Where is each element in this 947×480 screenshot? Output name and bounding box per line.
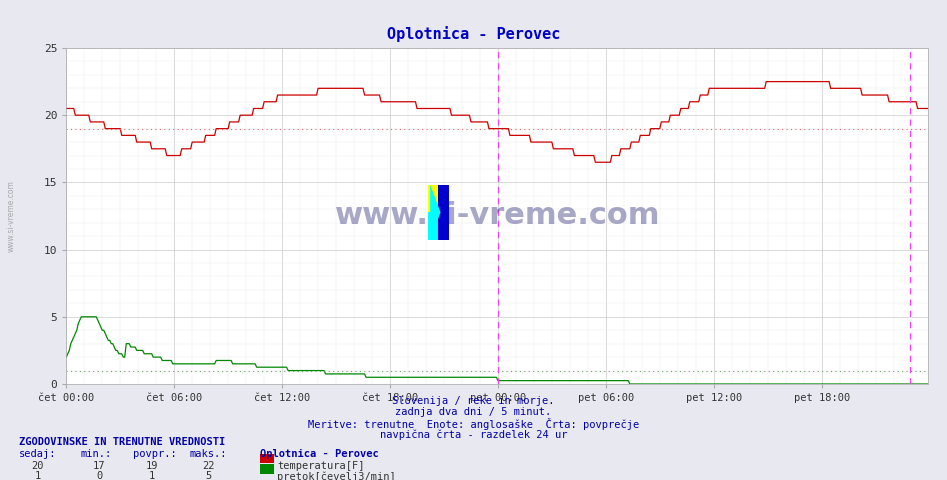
- Text: povpr.:: povpr.:: [133, 449, 176, 459]
- Text: 1: 1: [149, 471, 154, 480]
- Text: 22: 22: [202, 461, 215, 471]
- Text: 1: 1: [35, 471, 41, 480]
- Text: 5: 5: [205, 471, 211, 480]
- Bar: [428, 212, 438, 240]
- Text: navpična črta - razdelek 24 ur: navpična črta - razdelek 24 ur: [380, 429, 567, 440]
- Text: 17: 17: [93, 461, 106, 471]
- Text: maks.:: maks.:: [189, 449, 227, 459]
- Polygon shape: [430, 185, 440, 240]
- Text: 19: 19: [145, 461, 158, 471]
- Text: pretok[čevelj3/min]: pretok[čevelj3/min]: [277, 471, 396, 480]
- Text: temperatura[F]: temperatura[F]: [277, 461, 365, 471]
- Text: Oplotnica - Perovec: Oplotnica - Perovec: [260, 449, 379, 459]
- Text: 20: 20: [31, 461, 45, 471]
- Text: www.si-vreme.com: www.si-vreme.com: [7, 180, 16, 252]
- Text: sedaj:: sedaj:: [19, 449, 57, 459]
- Text: Slovenija / reke in morje.: Slovenija / reke in morje.: [392, 396, 555, 406]
- Text: Meritve: trenutne  Enote: anglosaške  Črta: povprečje: Meritve: trenutne Enote: anglosaške Črta…: [308, 418, 639, 430]
- Polygon shape: [438, 185, 449, 240]
- Text: Oplotnica - Perovec: Oplotnica - Perovec: [386, 26, 561, 42]
- Text: ZGODOVINSKE IN TRENUTNE VREDNOSTI: ZGODOVINSKE IN TRENUTNE VREDNOSTI: [19, 437, 225, 447]
- Text: zadnja dva dni / 5 minut.: zadnja dva dni / 5 minut.: [396, 407, 551, 417]
- Text: www.si-vreme.com: www.si-vreme.com: [334, 202, 660, 230]
- Text: 0: 0: [97, 471, 102, 480]
- Bar: [428, 185, 438, 212]
- Text: min.:: min.:: [80, 449, 112, 459]
